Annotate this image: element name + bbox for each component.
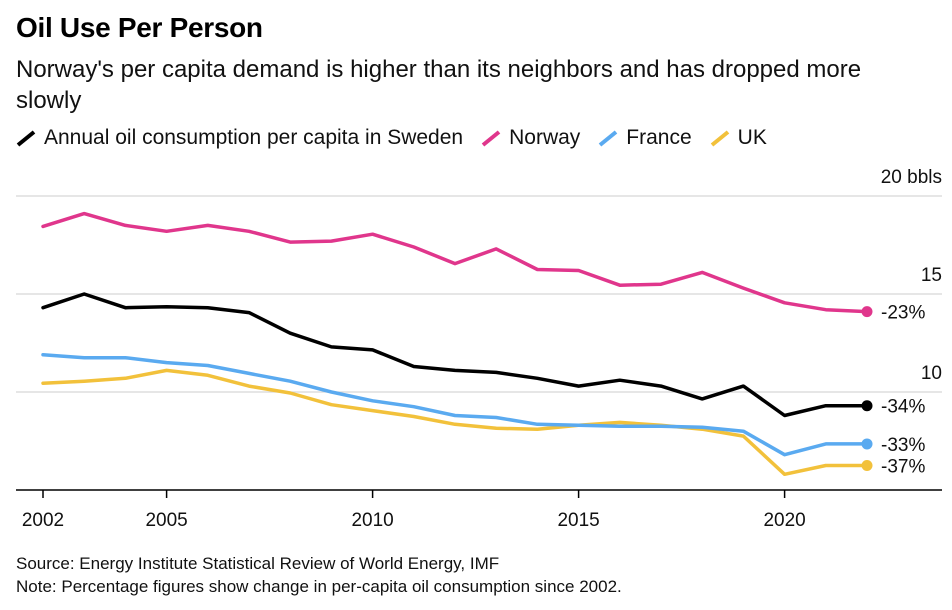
chart-subtitle: Norway's per capita demand is higher tha… (16, 56, 862, 114)
end-label-uk: -37% (881, 457, 925, 478)
legend-label-sweden: Annual oil consumption per capita in Swe… (44, 126, 464, 149)
series-line-france (41, 353, 869, 457)
end-marker-sweden (861, 400, 873, 412)
series-line-sweden (41, 292, 869, 418)
x-tick-label-2005: 2005 (145, 510, 187, 531)
end-label-sweden: -34% (881, 397, 925, 418)
y-tick-label-15: 15 (921, 265, 942, 286)
series-line-norway (41, 211, 869, 314)
chart-title: Oil Use Per Person (16, 12, 263, 43)
legend-swatch-france (599, 130, 618, 147)
legend-item-sweden: Annual oil consumption per capita in Swe… (16, 126, 463, 150)
legend-label-france: France (626, 126, 692, 149)
source-note: Source: Energy Institute Statistical Rev… (16, 554, 500, 573)
x-tick-label-2002: 2002 (22, 510, 64, 531)
legend-swatch-uk (710, 130, 729, 147)
legend-swatch-sweden (16, 130, 36, 147)
end-label-france: -33% (881, 435, 925, 456)
legend-item-norway: Norway (481, 126, 580, 150)
end-label-norway: -23% (881, 303, 925, 324)
legend-label-norway: Norway (509, 126, 581, 149)
legend-label-uk: UK (737, 126, 767, 149)
x-tick-label-2010: 2010 (351, 510, 393, 531)
end-marker-norway (861, 306, 873, 318)
chart-footer: Source: Energy Institute Statistical Rev… (16, 552, 622, 598)
end-marker-uk (861, 460, 873, 471)
series-line-uk (41, 368, 869, 477)
legend-item-france: France (598, 126, 692, 150)
end-marker-france (861, 438, 873, 450)
x-tick-label-2020: 2020 (763, 510, 805, 531)
legend: Annual oil consumption per capita in Swe… (16, 124, 785, 152)
percentage-note: Note: Percentage figures show change in … (16, 577, 622, 596)
legend-swatch-norway (481, 130, 501, 147)
x-tick-label-2015: 2015 (557, 510, 599, 531)
y-tick-label-20: 20 bbls (881, 167, 942, 188)
legend-item-uk: UK (710, 126, 767, 150)
y-tick-label-10: 10 (921, 363, 942, 384)
